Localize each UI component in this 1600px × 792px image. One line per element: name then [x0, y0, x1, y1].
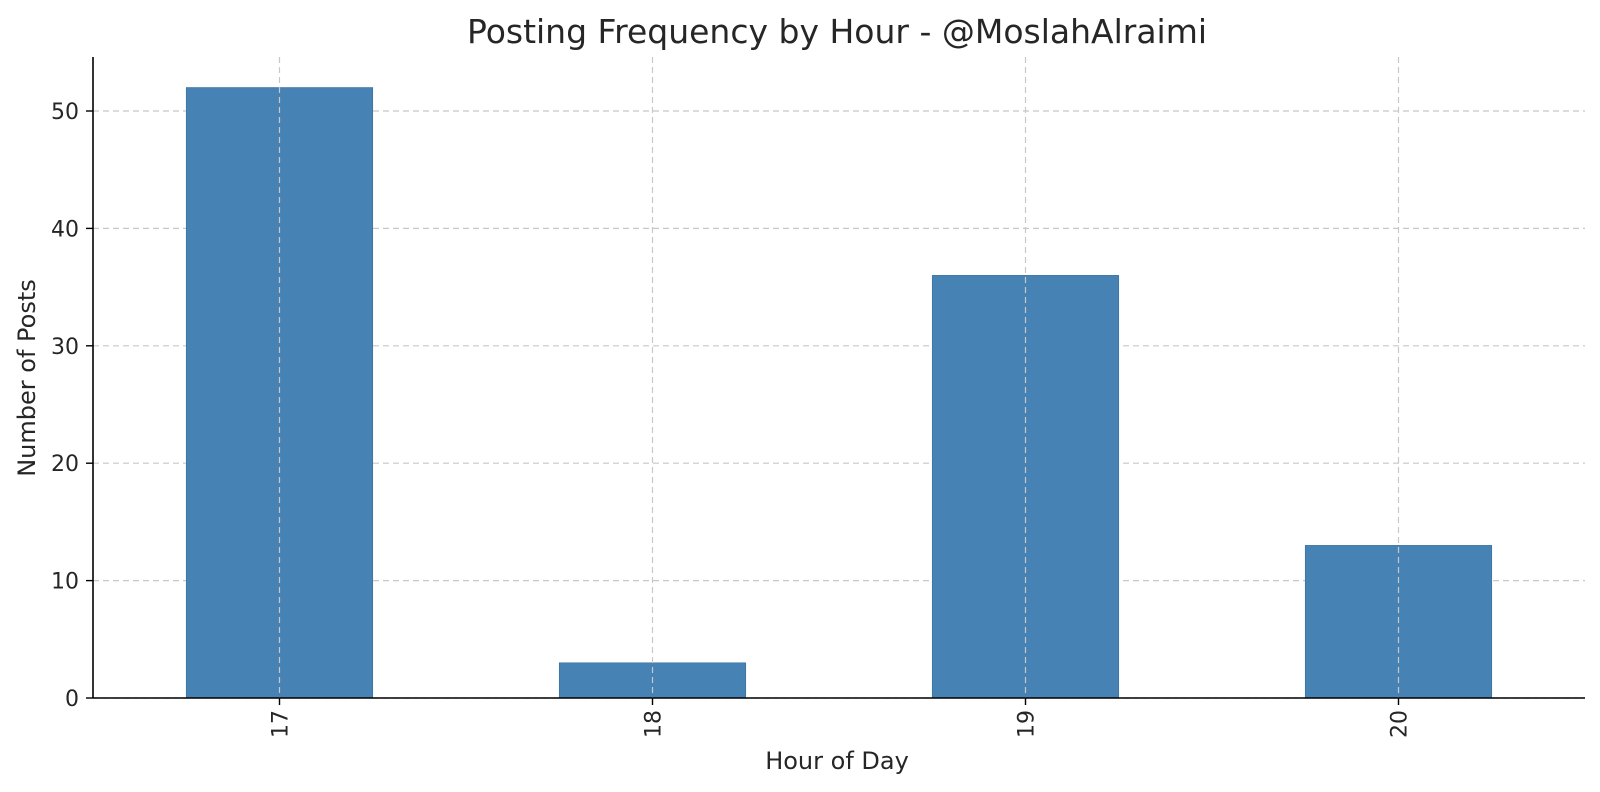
y-tick-label: 50 — [51, 100, 79, 125]
y-tick-label: 0 — [65, 687, 79, 712]
x-ticks: 17 18 19 20 — [269, 698, 1413, 738]
y-ticks: 0 10 20 30 40 50 — [51, 100, 93, 712]
x-tick-label: 20 — [1388, 710, 1413, 738]
y-tick-label: 30 — [51, 335, 79, 360]
x-axis-label: Hour of Day — [765, 747, 909, 775]
bars — [185, 57, 1493, 699]
y-tick-label: 10 — [51, 570, 79, 595]
y-axis-label: Number of Posts — [13, 279, 41, 477]
y-tick-label: 40 — [51, 217, 79, 242]
chart-title: Posting Frequency by Hour - @MoslahAlrai… — [467, 12, 1207, 51]
y-tick-label: 20 — [51, 452, 79, 477]
x-tick-label: 19 — [1015, 710, 1040, 738]
x-tick-label: 18 — [642, 710, 667, 738]
x-tick-label: 17 — [269, 710, 294, 738]
axes — [92, 57, 1585, 699]
